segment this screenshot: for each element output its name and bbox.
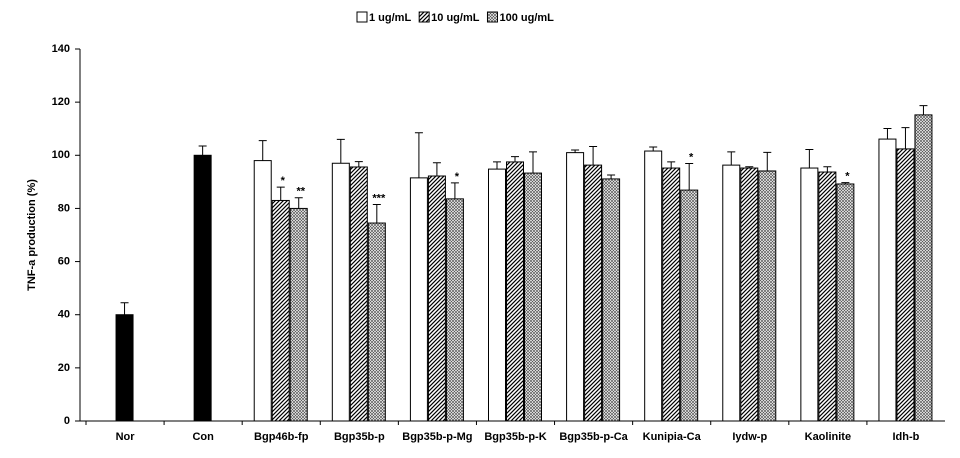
bar bbox=[506, 161, 524, 422]
error-bar bbox=[589, 146, 598, 166]
y-tick-label: 60 bbox=[58, 255, 70, 267]
y-tick-label: 40 bbox=[58, 309, 70, 321]
bar bbox=[349, 166, 368, 422]
bar bbox=[253, 160, 272, 422]
bar bbox=[445, 198, 464, 422]
y-tick-label: 100 bbox=[52, 149, 70, 161]
error-bar bbox=[841, 182, 850, 184]
error-bar bbox=[919, 105, 928, 115]
error-bar bbox=[294, 197, 303, 209]
bar bbox=[680, 189, 699, 422]
bar bbox=[409, 177, 428, 422]
error-bar bbox=[763, 151, 772, 171]
bar bbox=[662, 167, 681, 422]
significance-label: * bbox=[281, 175, 286, 187]
error-bar bbox=[607, 174, 616, 179]
error-bar bbox=[276, 186, 285, 201]
y-tick-label: 20 bbox=[58, 362, 70, 374]
error-bar bbox=[493, 161, 501, 170]
y-tick-label: 80 bbox=[58, 202, 70, 214]
legend-label: 100 ug/mL bbox=[499, 12, 554, 24]
error-bar bbox=[745, 166, 754, 169]
x-tick-label: Bgp46b-fp bbox=[254, 431, 309, 443]
error-bar bbox=[414, 132, 423, 178]
bar bbox=[836, 183, 855, 422]
error-bar bbox=[823, 166, 832, 173]
x-tick-label: Nor bbox=[116, 431, 136, 443]
error-bar bbox=[883, 127, 892, 140]
x-tick-label: Bgp35b-p-Mg bbox=[402, 431, 472, 443]
error-bar bbox=[336, 138, 345, 164]
bar bbox=[722, 164, 741, 422]
legend-swatch bbox=[486, 11, 498, 23]
y-axis-label: TNF-a production (%) bbox=[26, 179, 38, 291]
y-tick-label: 0 bbox=[64, 415, 70, 427]
error-bar bbox=[667, 161, 676, 169]
error-bar bbox=[120, 302, 129, 315]
x-tick-label: Kunipia-Ca bbox=[643, 431, 702, 443]
bar bbox=[602, 178, 621, 422]
bar bbox=[584, 164, 603, 422]
error-bar bbox=[685, 163, 694, 191]
bar bbox=[271, 199, 290, 422]
bar bbox=[740, 167, 759, 422]
bar bbox=[193, 154, 212, 422]
error-bar bbox=[372, 203, 381, 224]
bar bbox=[427, 175, 446, 422]
bar bbox=[367, 222, 386, 422]
x-tick-label: Idh-b bbox=[893, 431, 920, 443]
error-bar bbox=[258, 140, 267, 161]
significance-label: * bbox=[455, 171, 460, 183]
error-bar bbox=[571, 149, 580, 153]
bar bbox=[488, 168, 506, 422]
error-bar bbox=[529, 151, 537, 174]
bar bbox=[644, 150, 663, 422]
legend-swatch bbox=[418, 11, 430, 23]
y-tick-label: 120 bbox=[52, 96, 70, 108]
x-tick-label: Kaolinite bbox=[805, 431, 851, 443]
error-bar bbox=[727, 151, 736, 166]
error-bar bbox=[805, 148, 814, 169]
x-tick-label: Iydw-p bbox=[732, 431, 767, 443]
error-bar bbox=[450, 182, 459, 199]
error-bar bbox=[198, 145, 207, 156]
bar bbox=[896, 148, 915, 422]
error-bar bbox=[649, 146, 658, 152]
significance-label: ** bbox=[296, 186, 305, 198]
bar bbox=[566, 152, 585, 422]
bar bbox=[115, 314, 134, 422]
error-bar bbox=[901, 127, 910, 149]
significance-label: * bbox=[845, 171, 850, 183]
error-bar bbox=[511, 156, 519, 162]
significance-label: * bbox=[689, 151, 694, 163]
x-tick-label: Con bbox=[192, 431, 214, 443]
x-tick-label: Bgp35b-p-K bbox=[484, 431, 546, 443]
y-tick-label: 140 bbox=[52, 43, 70, 55]
legend-label: 10 ug/mL bbox=[431, 12, 480, 24]
legend-label: 1 ug/mL bbox=[369, 12, 411, 24]
bar bbox=[758, 170, 777, 422]
error-bar bbox=[354, 161, 363, 167]
x-tick-label: Bgp35b-p bbox=[334, 431, 385, 443]
bar bbox=[289, 207, 308, 422]
error-bar bbox=[432, 162, 441, 177]
legend-swatch bbox=[356, 11, 368, 23]
bar bbox=[331, 162, 350, 422]
significance-label: *** bbox=[372, 192, 386, 204]
x-tick-label: Bgp35b-p-Ca bbox=[559, 431, 628, 443]
bar bbox=[878, 138, 897, 422]
bar bbox=[524, 172, 542, 422]
bar bbox=[914, 114, 933, 422]
bar bbox=[818, 171, 837, 422]
bar bbox=[800, 167, 819, 422]
